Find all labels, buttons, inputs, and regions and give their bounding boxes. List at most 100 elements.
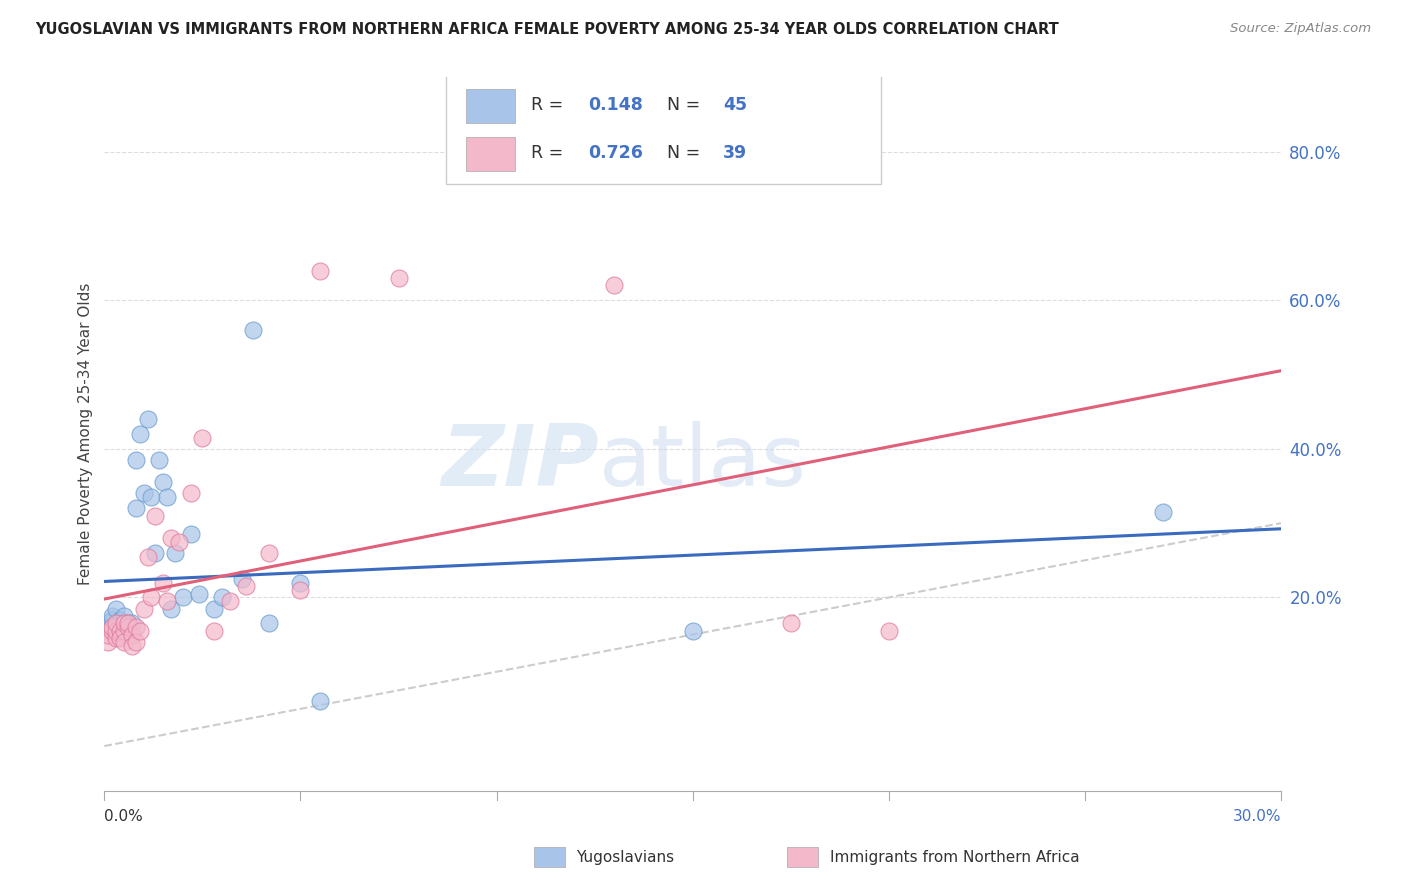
Text: Immigrants from Northern Africa: Immigrants from Northern Africa	[830, 850, 1080, 864]
Point	[160, 601, 183, 615]
Text: R =: R =	[531, 144, 569, 162]
Point	[187, 587, 209, 601]
Point	[309, 263, 332, 277]
Point	[108, 624, 131, 638]
Point	[180, 527, 202, 541]
Point	[97, 616, 120, 631]
Point	[877, 624, 900, 638]
Point	[180, 486, 202, 500]
Y-axis label: Female Poverty Among 25-34 Year Olds: Female Poverty Among 25-34 Year Olds	[79, 283, 93, 585]
Point	[136, 412, 159, 426]
Point	[125, 620, 148, 634]
Point	[105, 627, 128, 641]
Point	[211, 591, 233, 605]
Text: 30.0%: 30.0%	[1233, 809, 1281, 824]
Point	[117, 620, 139, 634]
Text: 0.148: 0.148	[588, 96, 643, 114]
Point	[152, 575, 174, 590]
Text: 0.726: 0.726	[588, 144, 643, 162]
Point	[108, 632, 131, 646]
Point	[117, 616, 139, 631]
Point	[202, 624, 225, 638]
Point	[112, 624, 135, 638]
Point	[290, 582, 312, 597]
Point	[156, 594, 179, 608]
Point	[231, 572, 253, 586]
FancyBboxPatch shape	[446, 74, 882, 185]
Point	[108, 624, 131, 638]
Point	[112, 609, 135, 624]
Point	[105, 632, 128, 646]
Point	[128, 427, 150, 442]
Point	[112, 616, 135, 631]
Point	[160, 531, 183, 545]
Point	[101, 609, 124, 624]
Text: 39: 39	[723, 144, 748, 162]
Point	[167, 534, 190, 549]
Text: R =: R =	[531, 96, 569, 114]
Point	[108, 616, 131, 631]
Point	[156, 490, 179, 504]
Point	[101, 620, 124, 634]
Point	[112, 616, 135, 631]
Point	[191, 431, 214, 445]
Point	[101, 620, 124, 634]
Point	[152, 475, 174, 490]
Text: ZIP: ZIP	[441, 421, 599, 504]
Point	[219, 594, 242, 608]
Point	[121, 627, 143, 641]
Point	[172, 591, 194, 605]
Point	[105, 624, 128, 638]
Point	[257, 546, 280, 560]
Point	[112, 635, 135, 649]
Bar	[465, 136, 515, 170]
Point	[202, 601, 225, 615]
Point	[309, 694, 332, 708]
Text: YUGOSLAVIAN VS IMMIGRANTS FROM NORTHERN AFRICA FEMALE POVERTY AMONG 25-34 YEAR O: YUGOSLAVIAN VS IMMIGRANTS FROM NORTHERN …	[35, 22, 1059, 37]
Point	[163, 546, 186, 560]
Point	[108, 624, 131, 638]
Point	[117, 616, 139, 631]
Point	[97, 624, 120, 638]
Point	[145, 508, 167, 523]
Point	[121, 616, 143, 631]
Point	[125, 501, 148, 516]
Point	[121, 639, 143, 653]
Point	[235, 579, 257, 593]
Text: N =: N =	[666, 96, 706, 114]
Point	[603, 278, 626, 293]
Point	[112, 627, 135, 641]
Text: atlas: atlas	[599, 421, 807, 504]
Point	[101, 613, 124, 627]
Point	[1152, 505, 1174, 519]
Text: N =: N =	[666, 144, 706, 162]
Point	[682, 624, 704, 638]
Point	[97, 635, 120, 649]
Point	[141, 490, 163, 504]
Point	[132, 486, 155, 500]
Text: Yugoslavians: Yugoslavians	[576, 850, 675, 864]
Point	[108, 613, 131, 627]
Point	[105, 601, 128, 615]
Point	[112, 620, 135, 634]
Point	[242, 323, 264, 337]
Point	[779, 616, 801, 631]
Bar	[465, 89, 515, 123]
Point	[105, 620, 128, 634]
Text: 0.0%: 0.0%	[104, 809, 143, 824]
Text: 45: 45	[723, 96, 748, 114]
Point	[132, 601, 155, 615]
Point	[128, 624, 150, 638]
Text: Source: ZipAtlas.com: Source: ZipAtlas.com	[1230, 22, 1371, 36]
Point	[148, 453, 170, 467]
Point	[97, 627, 120, 641]
Point	[125, 453, 148, 467]
Point	[290, 575, 312, 590]
Point	[121, 627, 143, 641]
Point	[105, 616, 128, 631]
Point	[125, 635, 148, 649]
Point	[387, 271, 409, 285]
Point	[117, 620, 139, 634]
Point	[101, 624, 124, 638]
Point	[141, 591, 163, 605]
